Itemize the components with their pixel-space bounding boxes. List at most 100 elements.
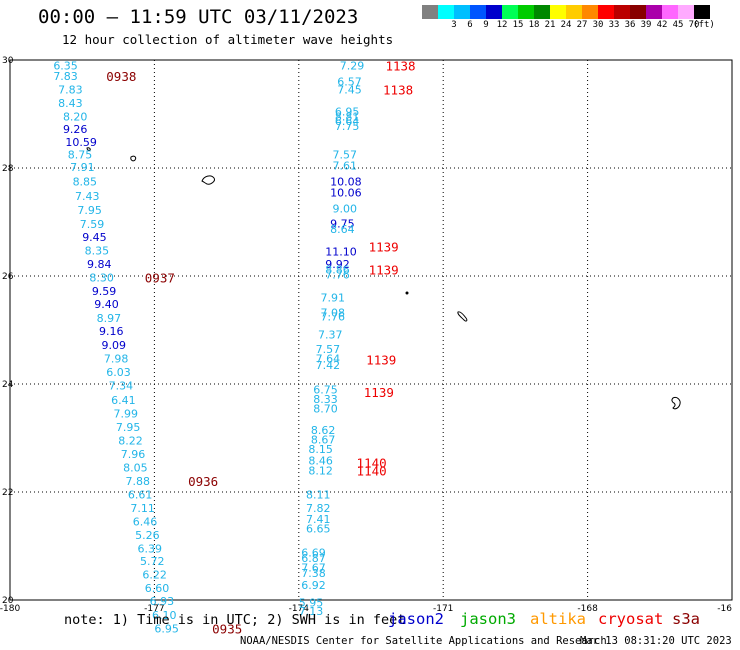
wave-height-value: 6.69 <box>301 546 326 559</box>
wave-height-value: 8.64 <box>330 223 355 236</box>
wave-height-value: 6.22 <box>142 569 167 582</box>
credit-line: NOAA/NESDIS Center for Satellite Applica… <box>240 635 607 647</box>
legend-label: 39 <box>640 20 652 30</box>
island-outline <box>671 397 681 410</box>
color-legend: 3 6 9 12 15 18 21 24 27 30 33 36 39 42 45 70 (ft) <box>422 5 732 31</box>
wave-height-value: 7.95 <box>77 204 102 217</box>
altimeter-track: 7.296.577.456.958.816.647.757.577.6110.0… <box>299 58 416 617</box>
wave-height-value: 10.08 <box>330 176 362 189</box>
legend-swatch <box>630 5 646 19</box>
legend-swatch <box>454 5 470 19</box>
altimeter-tracks: 6.357.837.838.438.209.2610.598.757.918.8… <box>53 58 415 636</box>
wave-height-value: 8.97 <box>97 312 122 325</box>
legend-swatch <box>662 5 678 19</box>
page-title: 00:00 – 11:59 UTC 03/11/2023 <box>38 6 359 28</box>
legend-swatch <box>422 5 438 19</box>
pass-time-label: 1140 <box>357 455 387 470</box>
satellite-label: altika <box>530 610 586 628</box>
legend-label: 27 <box>576 20 588 30</box>
wave-height-value: 6.75 <box>313 383 338 396</box>
lat-tick-label: 20 <box>2 596 14 606</box>
pass-time-label: 1139 <box>369 263 399 278</box>
pass-time-label: 0936 <box>188 474 218 489</box>
legend-label: 42 <box>656 20 668 30</box>
pass-time-label: 0938 <box>106 69 136 84</box>
wave-height-value: 7.95 <box>116 421 141 434</box>
island-outline <box>86 147 91 151</box>
wave-height-value: 8.81 <box>335 111 360 124</box>
pass-time-label: 0935 <box>212 622 242 637</box>
pass-time-label: 1138 <box>385 58 415 73</box>
wave-height-value: 10.59 <box>65 136 97 149</box>
legend-label: 70 <box>688 20 700 30</box>
legend-label: 33 <box>608 20 620 30</box>
wave-height-value: 6.64 <box>335 115 360 128</box>
satellite-label: jason2 <box>388 610 444 628</box>
legend-label: 12 <box>496 20 508 30</box>
wave-height-value: 7.45 <box>337 84 362 97</box>
wave-height-value: 6.03 <box>106 366 130 379</box>
wave-height-value: 8.22 <box>118 435 143 448</box>
wave-height-value: 8.33 <box>313 393 338 406</box>
wave-height-value: 6.10 <box>152 609 177 622</box>
wave-height-value: 6.87 <box>301 552 326 565</box>
legend-label: 21 <box>544 20 556 30</box>
wave-height-value: 8.12 <box>308 464 333 477</box>
wave-height-value: 7.08 <box>320 307 345 320</box>
wave-height-value: 7.99 <box>113 408 138 421</box>
wave-height-value: 8.67 <box>311 434 336 447</box>
lon-tick-label: -171 <box>433 604 453 614</box>
footer-note: note: 1) Time is in UTC; 2) SWH is in fe… <box>64 612 406 628</box>
legend-swatch <box>438 5 454 19</box>
wave-height-value: 7.76 <box>325 268 350 281</box>
pass-time-label: 1139 <box>369 239 399 254</box>
island-outline <box>130 155 137 162</box>
island-dot <box>405 291 409 295</box>
legend-swatches <box>422 5 732 19</box>
lat-tick-label: 28 <box>2 164 14 174</box>
legend-label: 30 <box>592 20 604 30</box>
wave-height-value: 8.75 <box>68 149 93 162</box>
wave-height-value: 7.91 <box>320 292 345 305</box>
legend-unit: (ft) <box>693 20 715 30</box>
wave-height-value: 6.35 <box>53 59 78 72</box>
wave-height-value: 7.83 <box>53 70 78 83</box>
wave-height-value: 6.39 <box>138 543 163 556</box>
wave-height-value: 7.64 <box>316 353 341 366</box>
legend-label: 36 <box>624 20 636 30</box>
wave-height-value: 5.95 <box>299 597 324 610</box>
lat-tick-label: 30 <box>2 56 14 66</box>
wave-height-value: 7.11 <box>130 502 155 515</box>
legend-label: 9 <box>483 20 489 30</box>
wave-height-value: 7.38 <box>301 567 326 580</box>
legend-swatch <box>678 5 694 19</box>
island-outline <box>457 311 468 322</box>
lat-tick-label: 24 <box>2 380 14 390</box>
wave-height-value: 7.41 <box>306 513 331 526</box>
wave-height-value: 9.40 <box>94 298 119 311</box>
wave-height-value: 7.91 <box>70 161 95 174</box>
wave-height-value: 8.70 <box>313 402 338 415</box>
wave-height-value: 9.26 <box>63 123 88 136</box>
wave-height-value: 9.84 <box>87 258 112 271</box>
wave-height-value: 5.26 <box>135 529 160 542</box>
wave-height-value: 7.88 <box>126 475 150 488</box>
legend-swatch <box>550 5 566 19</box>
wave-height-value: 7.57 <box>316 343 341 356</box>
legend-swatch <box>582 5 598 19</box>
wave-height-value: 9.45 <box>82 231 107 244</box>
wave-height-value: 7.43 <box>75 190 100 203</box>
legend-label: 18 <box>528 20 540 30</box>
wave-height-value: 8.85 <box>73 176 98 189</box>
wave-height-value: 8.30 <box>89 272 114 285</box>
lon-tick-label: -16 <box>717 604 732 614</box>
wave-height-value: 7.42 <box>316 359 341 372</box>
wave-height-value: 7.37 <box>318 328 343 341</box>
wave-height-value: 9.92 <box>325 258 350 271</box>
wave-height-value: 8.20 <box>63 111 88 124</box>
legend-label: 45 <box>672 20 684 30</box>
legend-labels: 3 6 9 12 15 18 21 24 27 30 33 36 39 42 45 70 (ft) <box>422 19 732 31</box>
lon-tick-label: -180 <box>0 604 20 614</box>
map-grid <box>9 59 733 601</box>
